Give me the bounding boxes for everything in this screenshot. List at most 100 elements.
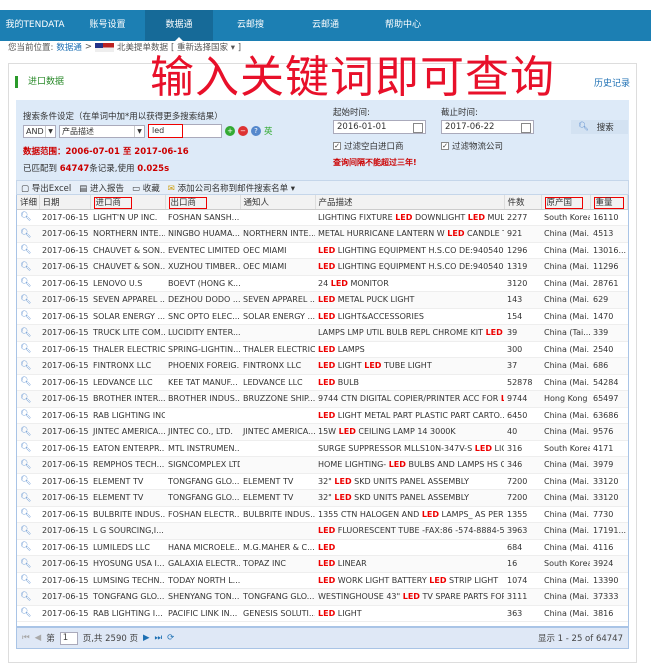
detail-cell[interactable]: 🔍︎: [17, 291, 39, 309]
detail-magnifier-icon[interactable]: 🔍︎: [20, 542, 32, 553]
detail-cell[interactable]: 🔍︎: [17, 423, 39, 441]
column-header[interactable]: 出口商: [165, 195, 241, 210]
breadcrumb-link[interactable]: 数据通: [56, 43, 82, 53]
detail-magnifier-icon[interactable]: 🔍︎: [20, 228, 32, 239]
detail-cell[interactable]: 🔍︎: [17, 341, 39, 358]
table-row[interactable]: 🔍︎ 2017-06-15 THALER ELECTRIC SPRING-LIGHTI…: [17, 341, 628, 358]
detail-magnifier-icon[interactable]: 🔍︎: [20, 443, 32, 454]
detail-cell[interactable]: 🔍︎: [17, 440, 39, 457]
table-row[interactable]: 🔍︎ 2017-06-15 L G SOURCING,I... LED FLUORES…: [17, 522, 628, 540]
column-header[interactable]: 进口商: [90, 195, 166, 210]
keyword-input[interactable]: led: [148, 124, 222, 138]
table-row[interactable]: 🔍︎ 2017-06-15 REMPHOS TECH... SIGNCOMPLEX L…: [17, 456, 628, 474]
prev-page-icon[interactable]: ◀: [34, 633, 42, 643]
detail-magnifier-icon[interactable]: 🔍︎: [20, 393, 32, 404]
detail-cell[interactable]: 🔍︎: [17, 308, 39, 325]
detail-cell[interactable]: 🔍︎: [17, 555, 39, 573]
checkbox-checked-icon[interactable]: ✓: [333, 142, 341, 150]
nav-item[interactable]: 数据通: [145, 10, 213, 41]
table-row[interactable]: 🔍︎ 2017-06-15 NORTHERN INTE... NINGBO HUAMA…: [17, 225, 628, 243]
logic-select[interactable]: AND ▼: [23, 124, 56, 138]
add-to-mail-list-button[interactable]: ✉ 添加公司名称到邮件搜索名单 ▾: [168, 182, 295, 194]
column-header[interactable]: 件数: [504, 195, 542, 210]
detail-magnifier-icon[interactable]: 🔍︎: [20, 261, 32, 272]
detail-magnifier-icon[interactable]: 🔍︎: [20, 509, 32, 520]
detail-cell[interactable]: 🔍︎: [17, 506, 39, 523]
table-row[interactable]: 🔍︎ 2017-06-15 LUMSING TECHN... TODAY NORTH …: [17, 572, 628, 589]
detail-magnifier-icon[interactable]: 🔍︎: [20, 525, 32, 536]
table-row[interactable]: 🔍︎ 2017-06-15 ELEMENT TV TONGFANG GLO... ELE…: [17, 473, 628, 490]
column-header[interactable]: 详细: [17, 195, 40, 210]
column-header[interactable]: 产品描述: [315, 195, 505, 210]
detail-magnifier-icon[interactable]: 🔍︎: [20, 212, 32, 223]
table-row[interactable]: 🔍︎ 2017-06-15 JINTEC AMERICA... JINTEC CO.,…: [17, 423, 628, 441]
table-row[interactable]: 🔍︎ 2017-06-15 CHAUVET & SON... EVENTEC LIMI…: [17, 242, 628, 259]
table-row[interactable]: 🔍︎ 2017-06-15 LENOVO U.S BOEVT (HONG K... 24…: [17, 275, 628, 292]
detail-magnifier-icon[interactable]: 🔍︎: [20, 278, 32, 289]
remove-condition-icon[interactable]: −: [238, 126, 248, 136]
nav-item[interactable]: 云邮搜: [236, 20, 264, 30]
help-icon[interactable]: ?: [251, 126, 261, 136]
enter-report-button[interactable]: ▤ 进入报告: [79, 183, 125, 194]
column-header[interactable]: 日期: [39, 195, 91, 210]
refresh-icon[interactable]: ⟳: [167, 633, 175, 643]
detail-cell[interactable]: 🔍︎: [17, 522, 39, 540]
detail-cell[interactable]: 🔍︎: [17, 473, 39, 490]
detail-cell[interactable]: 🔍︎: [17, 242, 39, 259]
table-row[interactable]: 🔍︎ 2017-06-15 LIGHT'N UP INC. FOSHAN SANSH.…: [17, 209, 628, 226]
favorite-button[interactable]: ▭ 收藏: [132, 183, 160, 194]
table-row[interactable]: 🔍︎ 2017-06-15 HYOSUNG USA I... GALAXIA ELEC…: [17, 555, 628, 573]
nav-item[interactable]: 我的TENDATA: [5, 20, 65, 30]
table-row[interactable]: 🔍︎ 2017-06-15 LEDVANCE LLC KEE TAT MANUF...…: [17, 374, 628, 391]
detail-cell[interactable]: 🔍︎: [17, 489, 39, 507]
detail-cell[interactable]: 🔍︎: [17, 605, 39, 622]
column-header[interactable]: 通知人: [240, 195, 316, 210]
table-row[interactable]: 🔍︎ 2017-06-15 RAB LIGHTING INC LED LIGHT ME…: [17, 407, 628, 424]
detail-magnifier-icon[interactable]: 🔍︎: [20, 476, 32, 487]
table-row[interactable]: 🔍︎ 2017-06-15 FINTRONX LLC PHOENIX FOREIG..…: [17, 357, 628, 375]
language-toggle[interactable]: 英: [264, 127, 273, 137]
column-header[interactable]: 原产国: [541, 195, 591, 210]
next-page-icon[interactable]: ▶: [142, 633, 150, 643]
page-input[interactable]: 1: [59, 631, 78, 645]
checkbox-checked-icon[interactable]: ✓: [441, 142, 449, 150]
end-date-input[interactable]: 2017-06-22: [441, 120, 534, 134]
detail-magnifier-icon[interactable]: 🔍︎: [20, 410, 32, 421]
detail-cell[interactable]: 🔍︎: [17, 374, 39, 391]
detail-cell[interactable]: 🔍︎: [17, 225, 39, 243]
table-row[interactable]: 🔍︎ 2017-06-15 RAB LIGHTING I... PACIFIC LIN…: [17, 605, 628, 622]
nav-item[interactable]: 账号设置: [89, 20, 126, 30]
detail-cell[interactable]: 🔍︎: [17, 357, 39, 375]
detail-cell[interactable]: 🔍︎: [17, 539, 39, 556]
detail-cell[interactable]: 🔍︎: [17, 258, 39, 276]
detail-magnifier-icon[interactable]: 🔍︎: [20, 575, 32, 586]
table-row[interactable]: 🔍︎ 2017-06-15 TONGFANG GLO... SHENYANG TON.…: [17, 588, 628, 606]
detail-cell[interactable]: 🔍︎: [17, 324, 39, 342]
search-button[interactable]: 🔍︎ 搜索: [571, 120, 628, 134]
table-row[interactable]: 🔍︎ 2017-06-15 BULBRITE INDUS... FOSHAN ELEC…: [17, 506, 628, 523]
detail-magnifier-icon[interactable]: 🔍︎: [20, 360, 32, 371]
detail-cell[interactable]: 🔍︎: [17, 456, 39, 474]
nav-item[interactable]: 帮助中心: [384, 20, 421, 30]
detail-cell[interactable]: 🔍︎: [17, 275, 39, 292]
detail-magnifier-icon[interactable]: 🔍︎: [20, 591, 32, 602]
detail-cell[interactable]: 🔍︎: [17, 572, 39, 589]
detail-magnifier-icon[interactable]: 🔍︎: [20, 492, 32, 503]
first-page-icon[interactable]: ⏮: [22, 633, 30, 643]
detail-magnifier-icon[interactable]: 🔍︎: [20, 344, 32, 355]
column-header[interactable]: 重量: [590, 195, 628, 210]
field-select[interactable]: 产品描述 ▼: [59, 124, 145, 138]
table-row[interactable]: 🔍︎ 2017-06-15 CHAUVET & SON... XUZHOU TIMBE…: [17, 258, 628, 276]
detail-magnifier-icon[interactable]: 🔍︎: [20, 294, 32, 305]
detail-magnifier-icon[interactable]: 🔍︎: [20, 459, 32, 470]
filter-blank-importer[interactable]: ✓ 过滤空白进口商: [333, 140, 404, 152]
table-row[interactable]: 🔍︎ 2017-06-15 BROTHER INTER... BROTHER INDU…: [17, 390, 628, 408]
detail-cell[interactable]: 🔍︎: [17, 588, 39, 606]
detail-magnifier-icon[interactable]: 🔍︎: [20, 426, 32, 437]
detail-magnifier-icon[interactable]: 🔍︎: [20, 245, 32, 256]
detail-cell[interactable]: 🔍︎: [17, 390, 39, 408]
export-excel-button[interactable]: ▢ 导出Excel: [21, 183, 72, 194]
table-row[interactable]: 🔍︎ 2017-06-15 ELEMENT TV TONGFANG GLO... ELE…: [17, 489, 628, 507]
detail-magnifier-icon[interactable]: 🔍︎: [20, 311, 32, 322]
filter-logistics[interactable]: ✓ 过滤物流公司: [441, 140, 503, 152]
